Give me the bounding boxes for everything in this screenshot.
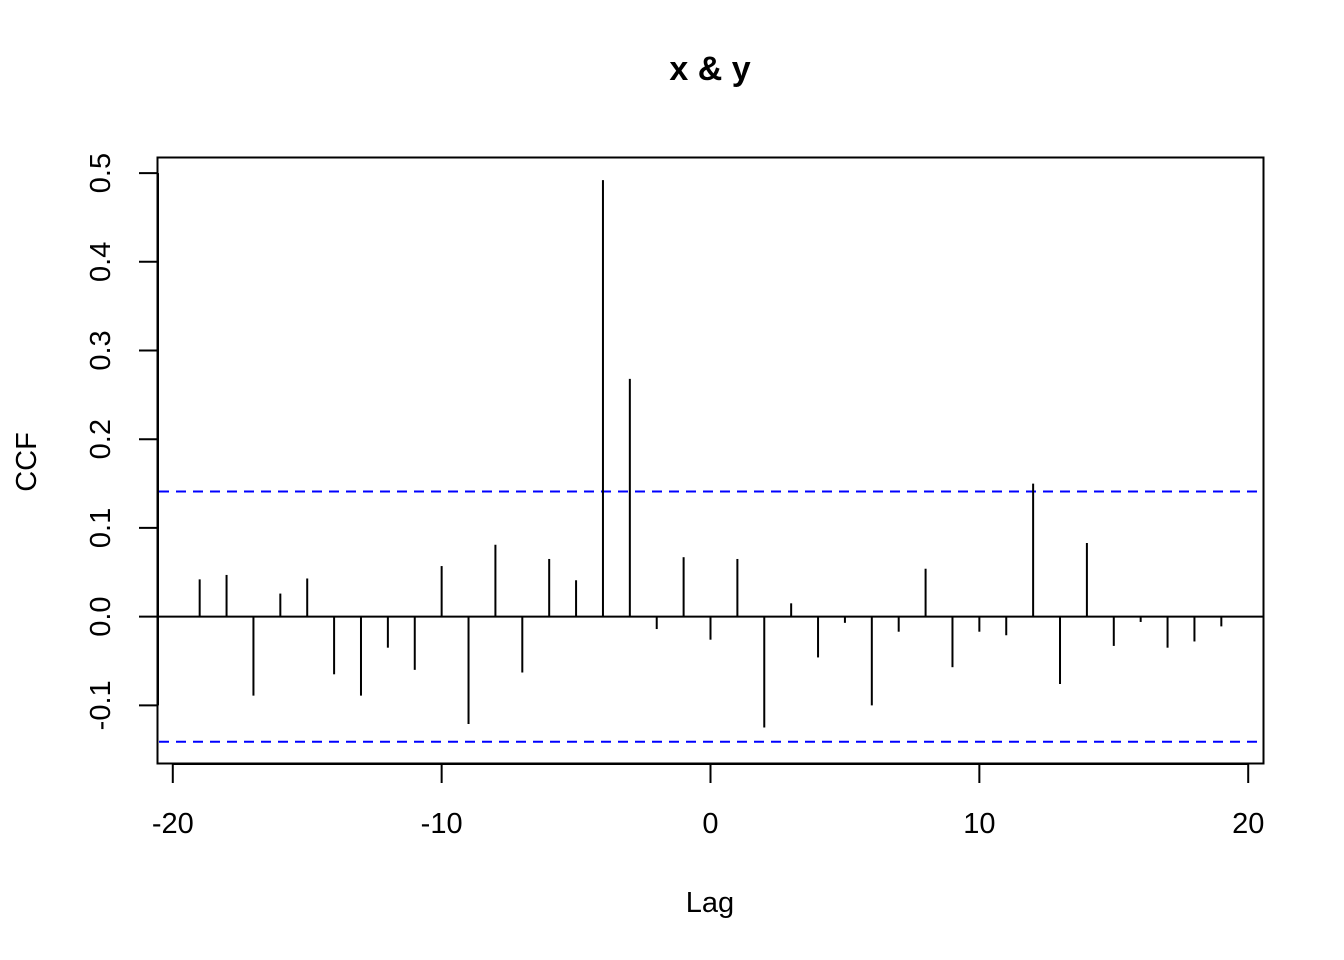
y-tick-label: 0.5 <box>85 153 117 193</box>
y-tick-label: 0.2 <box>85 419 117 459</box>
plot-frame <box>156 156 1265 765</box>
y-tick-label: 0.4 <box>85 242 117 282</box>
y-axis-label: CCF <box>11 432 43 492</box>
x-tick-label: -20 <box>152 808 194 840</box>
x-axis-label: Lag <box>686 887 734 919</box>
x-tick-label: 0 <box>702 808 718 840</box>
x-tick-label: 20 <box>1232 808 1264 840</box>
x-tick-label: -10 <box>421 808 463 840</box>
y-tick-label: 0.3 <box>85 330 117 370</box>
y-tick-label: 0.0 <box>85 596 117 636</box>
y-tick-label: -0.1 <box>85 680 117 730</box>
chart-title: x & y <box>669 50 750 88</box>
y-tick-label: 0.1 <box>85 508 117 548</box>
x-tick-label: 10 <box>963 808 995 840</box>
